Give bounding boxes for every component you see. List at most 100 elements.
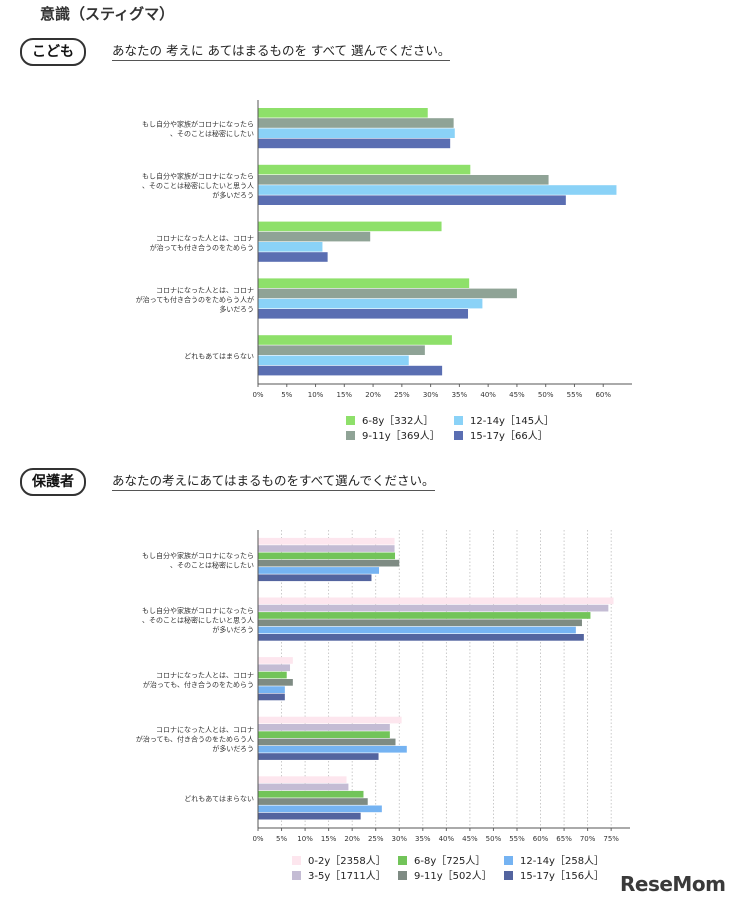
bar xyxy=(258,552,396,560)
legend-label: 9-11y［369人］ xyxy=(362,430,440,442)
bar xyxy=(258,108,428,118)
legend-label: 12-14y［145人］ xyxy=(470,415,554,427)
bar xyxy=(258,612,591,619)
children-badge: こども xyxy=(20,38,86,66)
category-label: が治っても付き合うのをためらう xyxy=(150,243,254,252)
bar xyxy=(258,175,549,185)
bar xyxy=(258,724,390,731)
bar xyxy=(258,604,609,612)
x-tick-label: 0% xyxy=(252,391,263,399)
x-tick-label: 40% xyxy=(439,835,455,843)
legend-swatch xyxy=(454,431,463,440)
category-label: もし自分や家族がコロナになったら xyxy=(142,606,254,615)
x-tick-label: 30% xyxy=(423,391,439,399)
bar xyxy=(258,745,407,753)
x-tick-label: 50% xyxy=(486,835,502,843)
guardians-question: あなたの考えにあてはまるものをすべて選んでください。 xyxy=(112,470,435,491)
guardians-badge: 保護者 xyxy=(20,468,86,496)
bar xyxy=(258,693,285,701)
x-tick-label: 55% xyxy=(567,391,583,399)
legend-label: 15-17y［66人］ xyxy=(470,430,548,442)
bar xyxy=(258,679,293,686)
x-tick-label: 60% xyxy=(533,835,549,843)
legend-swatch xyxy=(454,416,463,425)
x-tick-label: 20% xyxy=(344,835,360,843)
x-tick-label: 40% xyxy=(480,391,496,399)
bar xyxy=(258,288,517,299)
bar xyxy=(258,664,291,672)
bar xyxy=(258,345,425,355)
resemom-logo: ReseMom xyxy=(620,872,726,896)
legend-swatch xyxy=(398,871,407,880)
legend-label: 12-14y［258人］ xyxy=(520,855,604,867)
legend-label: 9-11y［502人］ xyxy=(414,870,492,882)
bar xyxy=(258,185,617,195)
x-tick-label: 25% xyxy=(394,391,410,399)
x-tick-label: 0% xyxy=(252,835,263,843)
x-tick-label: 55% xyxy=(509,835,525,843)
bar xyxy=(258,221,442,232)
x-tick-label: 30% xyxy=(391,835,407,843)
category-label: が多いだろう xyxy=(212,191,254,200)
x-tick-label: 15% xyxy=(321,835,337,843)
legend-label: 6-8y［332人］ xyxy=(362,415,433,427)
category-label: 、そのことは秘密にしたい xyxy=(170,561,254,570)
bar xyxy=(258,252,328,262)
bar xyxy=(258,619,582,627)
legend-swatch xyxy=(504,871,513,880)
legend-swatch xyxy=(504,856,513,865)
legend-label: 0-2y［2358人］ xyxy=(308,855,386,867)
bar xyxy=(258,195,566,205)
x-tick-label: 45% xyxy=(509,391,525,399)
bar xyxy=(258,309,469,319)
legend-swatch xyxy=(346,416,355,425)
category-label: が多いだろう xyxy=(212,625,254,634)
bar xyxy=(258,805,382,813)
x-tick-label: 75% xyxy=(603,835,619,843)
bar xyxy=(258,559,400,567)
bar xyxy=(258,812,361,820)
bar xyxy=(258,355,409,366)
bar xyxy=(258,626,576,634)
category-label: コロナになった人とは、コロナ xyxy=(156,234,254,242)
x-tick-label: 65% xyxy=(556,835,572,843)
category-label: が治っても付き合うのをためらう人が xyxy=(136,295,254,304)
bar xyxy=(258,634,584,641)
bar xyxy=(258,335,452,345)
bar xyxy=(258,738,396,746)
bar xyxy=(258,545,395,552)
guardians-bar-chart: 0% 5% 10% 15% 20% 25% 30% 35% 40% 45% 50% 55% 60% 65%… xyxy=(136,530,630,882)
category-label: 、そのことは秘密にしたい xyxy=(170,129,254,138)
legend-swatch xyxy=(398,856,407,865)
bar xyxy=(258,164,471,175)
legend-label: 6-8y［725人］ xyxy=(414,855,485,867)
bar xyxy=(258,790,364,798)
x-tick-label: 60% xyxy=(595,391,611,399)
children-question: あなたの 考えに あてはまるものを すべて 選んでください。 xyxy=(112,40,451,61)
x-tick-label: 15% xyxy=(337,391,353,399)
category-label: コロナになった人とは、コロナ xyxy=(156,726,254,734)
bar xyxy=(258,783,349,791)
category-label: もし自分や家族がコロナになったら xyxy=(142,551,254,560)
bar xyxy=(258,567,380,574)
category-label: もし自分や家族がコロナになったら xyxy=(142,120,254,129)
bar xyxy=(258,686,285,693)
category-label: が治っても、付き合うのをためらう人 xyxy=(136,735,254,744)
page-title: 意識（スティグマ） xyxy=(40,5,175,23)
category-label: 、そのことは秘密にしたいと思う人 xyxy=(142,181,254,190)
x-tick-label: 25% xyxy=(368,835,384,843)
bar xyxy=(258,597,614,605)
bar xyxy=(258,574,372,582)
children-bar-chart: 0% 5% 10% 15% 20% 25% 30% 35% 40% 45% 50% 55% 60% もし自… xyxy=(136,100,632,442)
bar xyxy=(258,753,379,760)
legend-swatch xyxy=(346,431,355,440)
legend-label: 15-17y［156人］ xyxy=(520,870,604,882)
bar xyxy=(258,128,455,138)
legend-swatch xyxy=(292,871,301,880)
category-label: コロナになった人とは、コロナ xyxy=(156,671,254,679)
bar xyxy=(258,657,293,664)
bar xyxy=(258,537,395,545)
bar xyxy=(258,278,470,288)
bar xyxy=(258,298,483,309)
bar xyxy=(258,118,454,128)
